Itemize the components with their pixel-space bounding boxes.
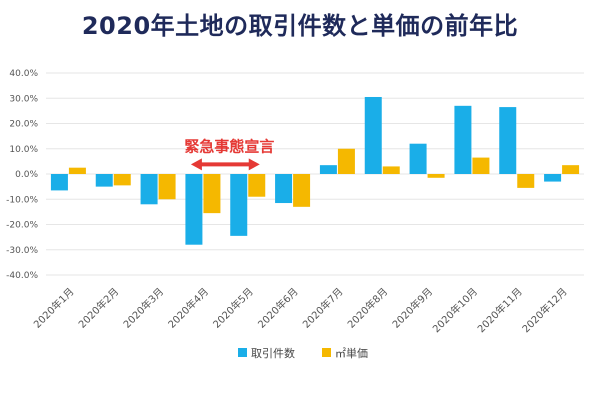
bar-transactions[interactable] [364, 96, 382, 174]
y-tick-label: -40.0% [6, 271, 38, 281]
bar-unit-price[interactable] [248, 174, 266, 197]
legend-swatch-unit-price[interactable] [322, 348, 331, 357]
bar-unit-price[interactable] [472, 157, 490, 174]
bar-transactions[interactable] [499, 107, 517, 174]
y-tick-label: -30.0% [6, 246, 38, 256]
bar-unit-price[interactable] [158, 174, 176, 200]
x-tick-label: 2020年9月 [389, 285, 435, 331]
x-tick-label: 2020年6月 [255, 285, 301, 331]
x-tick-label: 2020年8月 [345, 285, 391, 331]
y-tick-label: 0.0% [15, 170, 38, 180]
legend-label-transactions[interactable]: 取引件数 [251, 346, 295, 360]
bar-transactions[interactable] [319, 165, 337, 174]
x-tick-label: 2020年1月 [31, 285, 77, 331]
legend-swatch-transactions[interactable] [238, 348, 247, 357]
y-tick-label: 10.0% [9, 145, 38, 155]
y-tick-label: 20.0% [9, 120, 38, 130]
y-tick-label: 40.0% [9, 69, 38, 79]
bar-unit-price[interactable] [427, 174, 445, 178]
x-tick-label: 2020年10月 [430, 285, 480, 335]
legend-label-unit-price[interactable]: ㎡単価 [335, 346, 368, 360]
bar-transactions[interactable] [454, 105, 472, 174]
x-tick-label: 2020年12月 [519, 285, 569, 335]
bar-transactions[interactable] [185, 174, 203, 245]
x-tick-label: 2020年3月 [120, 285, 166, 331]
bar-unit-price[interactable] [382, 166, 400, 174]
bar-transactions[interactable] [409, 143, 427, 174]
x-tick-label: 2020年4月 [165, 285, 211, 331]
y-tick-label: -10.0% [6, 195, 38, 205]
x-tick-label: 2020年5月 [210, 285, 256, 331]
bar-unit-price[interactable] [562, 165, 580, 174]
x-tick-label: 2020年7月 [300, 285, 346, 331]
bar-transactions[interactable] [275, 174, 293, 204]
bar-unit-price[interactable] [203, 174, 221, 214]
bar-transactions[interactable] [544, 174, 562, 182]
bar-transactions[interactable] [140, 174, 158, 205]
annotation-arrow-head-right [248, 158, 260, 171]
bar-unit-price[interactable] [517, 174, 535, 188]
bar-unit-price[interactable] [68, 167, 86, 174]
bar-unit-price[interactable] [113, 174, 131, 186]
y-tick-label: 30.0% [9, 94, 38, 104]
bar-unit-price[interactable] [293, 174, 311, 207]
bar-transactions[interactable] [95, 174, 113, 187]
annotation-arrow-head-left [190, 158, 202, 171]
bar-transactions[interactable] [50, 174, 68, 191]
chart-title: 2020年土地の取引件数と単価の前年比 [81, 12, 519, 40]
bar-unit-price[interactable] [337, 148, 355, 174]
x-tick-label: 2020年2月 [76, 285, 122, 331]
annotation-label: 緊急事態宣言 [184, 137, 274, 155]
bar-transactions[interactable] [230, 174, 248, 236]
y-tick-label: -20.0% [6, 221, 38, 231]
x-tick-label: 2020年11月 [475, 285, 525, 335]
